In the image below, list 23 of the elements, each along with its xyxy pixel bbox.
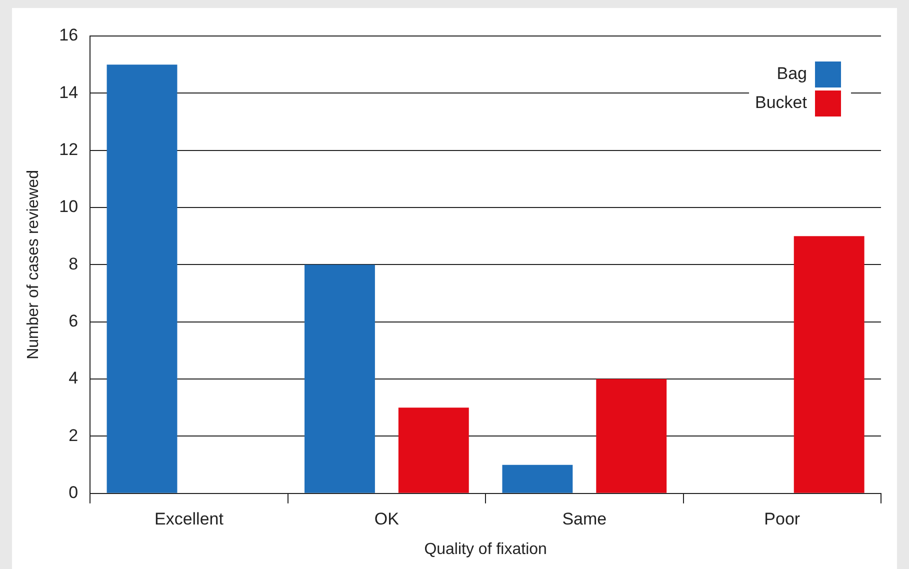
bar (596, 379, 667, 493)
y-tick-label: 0 (68, 483, 78, 502)
y-tick-label: 2 (68, 426, 78, 445)
bar (794, 236, 864, 493)
x-tick-label: Same (562, 509, 607, 528)
legend-label: Bucket (755, 93, 808, 112)
y-tick-label: 16 (59, 26, 78, 45)
y-tick-label: 8 (68, 254, 78, 274)
y-tick-label: 4 (68, 368, 78, 388)
bar (502, 464, 573, 493)
bar (106, 64, 178, 493)
bar (398, 408, 469, 493)
x-axis-title: Quality of fixation (424, 540, 547, 558)
legend-label: Bag (776, 64, 807, 84)
x-tick-label: OK (374, 509, 400, 528)
x-tick-label: Poor (764, 509, 800, 528)
y-tick-label: 6 (68, 312, 78, 331)
y-tick-label: 14 (59, 82, 78, 102)
y-axis-title: Number of cases reviewed (25, 170, 42, 360)
y-tick-label: 10 (59, 197, 78, 216)
bar (304, 264, 375, 493)
x-tick-label: Excellent (154, 509, 224, 528)
y-tick-label: 12 (59, 140, 78, 160)
